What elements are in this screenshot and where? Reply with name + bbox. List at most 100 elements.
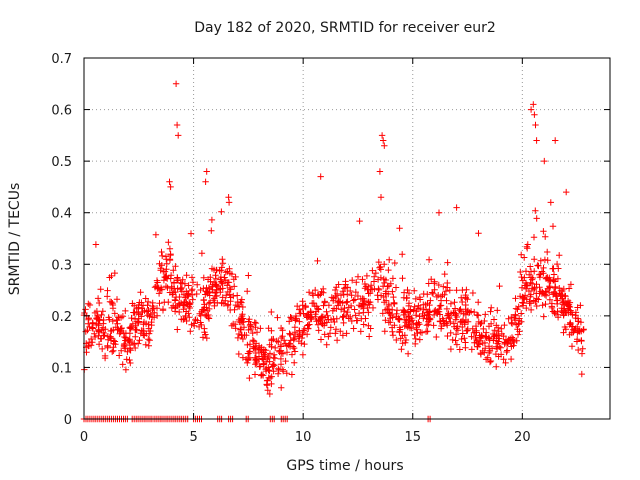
data-point [192, 316, 199, 324]
data-point [399, 251, 406, 258]
data-point [431, 278, 438, 285]
data-point [566, 321, 573, 328]
data-point [462, 295, 469, 302]
data-point [200, 274, 207, 281]
data-point [451, 299, 458, 306]
data-point [386, 256, 393, 263]
data-point [426, 301, 433, 309]
data-point [119, 361, 126, 368]
data-point [391, 299, 398, 307]
data-point [235, 350, 242, 358]
data-point [425, 256, 433, 263]
data-point [357, 328, 364, 335]
data-point [443, 305, 451, 313]
data-point [347, 287, 354, 295]
data-point [435, 209, 443, 216]
data-point [544, 248, 551, 256]
data-point [430, 322, 437, 329]
data-point [91, 333, 99, 341]
data-point [277, 347, 285, 354]
data-point [556, 285, 563, 292]
data-point [480, 325, 487, 333]
data-point [369, 267, 376, 274]
data-point [412, 295, 419, 303]
data-point [313, 318, 320, 325]
data-point [372, 269, 379, 277]
data-point [128, 324, 135, 331]
data-point [375, 285, 382, 292]
data-point [289, 343, 297, 350]
data-point [379, 283, 387, 290]
data-point [542, 233, 549, 240]
data-point [273, 337, 280, 345]
data-point [389, 314, 396, 321]
data-point [450, 320, 458, 327]
data-point [352, 312, 359, 319]
data-point [415, 302, 422, 309]
data-point [172, 80, 180, 87]
data-point [96, 299, 103, 307]
data-point [239, 354, 247, 361]
data-point [219, 294, 226, 301]
data-point [531, 268, 538, 275]
data-point [135, 301, 142, 309]
data-point [331, 318, 338, 326]
data-point [490, 316, 498, 323]
data-point [530, 234, 538, 241]
plot-border [83, 57, 611, 420]
data-point [521, 292, 529, 299]
data-point [202, 178, 209, 185]
data-point [157, 286, 164, 293]
data-point [131, 340, 138, 347]
data-point [218, 279, 225, 286]
data-point [527, 306, 535, 314]
data-point [473, 311, 481, 319]
data-point [560, 329, 567, 336]
data-point [219, 280, 226, 287]
data-point [237, 326, 244, 333]
data-point [550, 271, 558, 278]
data-point [468, 346, 475, 353]
data-point [141, 332, 148, 339]
data-point [120, 343, 128, 350]
data-point [556, 252, 563, 259]
data-point [444, 284, 451, 291]
data-point [332, 330, 339, 337]
data-point [475, 318, 482, 326]
data-point [389, 288, 396, 295]
data-point [398, 346, 405, 353]
data-point [453, 204, 460, 211]
data-point [252, 356, 259, 364]
data-point [393, 310, 400, 318]
data-point [239, 335, 247, 343]
data-point [102, 326, 109, 333]
data-point [299, 302, 306, 309]
data-point [104, 293, 111, 300]
data-point [532, 121, 539, 129]
data-point [219, 256, 226, 263]
data-point [411, 287, 418, 294]
x-tick-label: 0 [80, 430, 88, 445]
data-point [136, 337, 143, 344]
data-point [165, 239, 172, 246]
data-point [404, 323, 411, 331]
data-point [503, 348, 510, 356]
data-point [323, 308, 330, 315]
data-point [468, 333, 475, 340]
data-point [551, 278, 559, 285]
data-point [569, 311, 576, 318]
data-point [343, 299, 350, 306]
data-point [286, 330, 293, 337]
data-point [291, 348, 299, 355]
data-point [481, 339, 489, 347]
data-point [311, 303, 319, 310]
data-point [426, 316, 433, 324]
data-point [108, 298, 115, 306]
data-point [167, 183, 174, 191]
data-point [170, 267, 177, 274]
data-point [549, 223, 557, 230]
data-point [95, 341, 103, 348]
data-point [396, 324, 403, 331]
data-point [275, 366, 283, 374]
data-point [333, 337, 341, 344]
